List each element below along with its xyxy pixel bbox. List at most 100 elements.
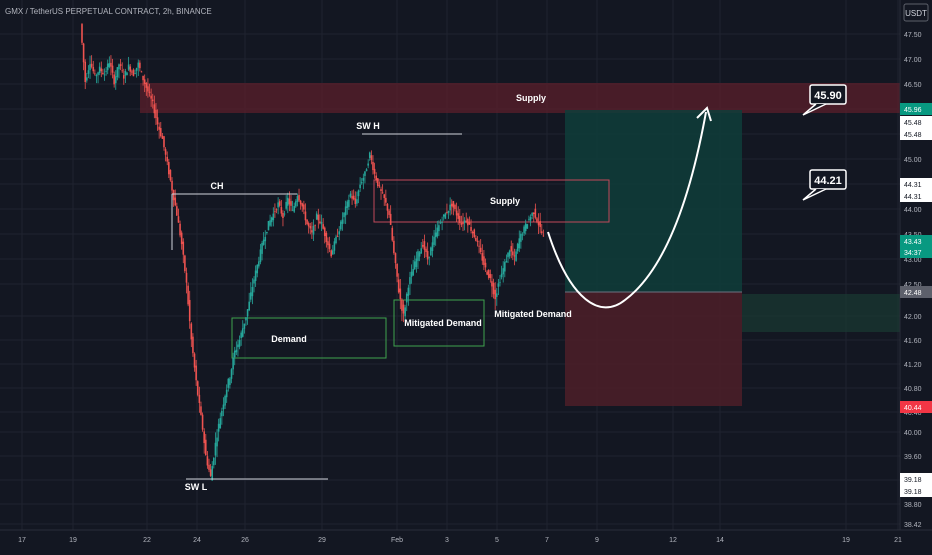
demand-zone bbox=[231, 317, 387, 359]
price-tick-label: 47.50 bbox=[904, 32, 922, 39]
price-tag-box bbox=[900, 103, 932, 115]
time-tick-label: 29 bbox=[318, 537, 326, 544]
price-tag-box bbox=[900, 286, 932, 298]
candle-body bbox=[385, 197, 387, 203]
candle-body bbox=[254, 270, 257, 281]
candle-body bbox=[89, 64, 91, 71]
candle-body bbox=[166, 156, 169, 162]
candle-body bbox=[335, 236, 337, 244]
candle-body bbox=[422, 245, 424, 247]
candle-body bbox=[143, 79, 146, 84]
projection-curve bbox=[547, 111, 707, 309]
candle-body bbox=[232, 357, 234, 370]
candle-body bbox=[296, 195, 299, 202]
candle-body bbox=[434, 232, 437, 238]
candle-body bbox=[483, 256, 485, 266]
candle-body bbox=[500, 273, 503, 278]
candle-body bbox=[95, 75, 98, 77]
ch-label: CH bbox=[211, 181, 224, 191]
candle-body bbox=[151, 99, 154, 102]
price-tick-label: 40.80 bbox=[904, 386, 922, 393]
candle-body bbox=[364, 171, 366, 176]
candle-body bbox=[209, 469, 212, 476]
candle-body bbox=[110, 62, 112, 67]
candle-body bbox=[275, 209, 278, 211]
price-tick-label: 39.60 bbox=[904, 454, 922, 461]
candle-body bbox=[468, 221, 471, 225]
candle-body bbox=[132, 69, 135, 77]
candle-body bbox=[352, 195, 355, 200]
candle-body bbox=[372, 161, 374, 171]
candle-body bbox=[412, 268, 414, 276]
price-tick-label: 38.80 bbox=[904, 502, 922, 509]
candle-body bbox=[510, 246, 513, 252]
time-tick-label: 14 bbox=[716, 537, 724, 544]
candle-body bbox=[436, 227, 439, 237]
time-tick-label: 3 bbox=[445, 537, 449, 544]
candle-body bbox=[177, 216, 180, 223]
candle-body bbox=[486, 271, 488, 275]
candle-body bbox=[158, 126, 160, 130]
candlestick-series bbox=[81, 23, 545, 481]
price-tag-box bbox=[900, 485, 932, 497]
candle-body bbox=[537, 221, 540, 226]
price-tag-value: 44.31 bbox=[904, 194, 922, 201]
candle-body bbox=[100, 68, 103, 72]
price-tag-box bbox=[900, 128, 932, 140]
candle-body bbox=[230, 369, 233, 379]
candle-body bbox=[98, 66, 101, 74]
candle-body bbox=[365, 169, 368, 172]
candle-body bbox=[159, 128, 162, 137]
candle-body bbox=[272, 213, 275, 221]
candle-body bbox=[336, 236, 339, 237]
candle-body bbox=[413, 261, 416, 270]
candle-body bbox=[457, 213, 459, 219]
candle-body bbox=[94, 73, 96, 75]
time-tick-label: 21 bbox=[894, 537, 902, 544]
price-tick-label: 41.60 bbox=[904, 338, 922, 345]
candle-body bbox=[418, 252, 421, 257]
time-tick-label: 19 bbox=[842, 537, 850, 544]
candle-body bbox=[274, 211, 276, 213]
candle-body bbox=[264, 236, 267, 242]
candle-body bbox=[137, 62, 140, 68]
candle-body bbox=[497, 283, 500, 287]
candle-body bbox=[116, 67, 119, 78]
candle-body bbox=[139, 62, 141, 69]
candle-body bbox=[512, 251, 514, 256]
candle-body bbox=[354, 198, 357, 204]
candle-body bbox=[108, 63, 111, 68]
candle-body bbox=[328, 243, 331, 249]
candle-body bbox=[309, 226, 312, 229]
candle-body bbox=[458, 215, 461, 224]
candle-body bbox=[238, 340, 241, 347]
time-tick-label: 17 bbox=[18, 537, 26, 544]
candle-body bbox=[349, 193, 352, 197]
candle-body bbox=[266, 231, 268, 234]
currency-badge[interactable]: USDT bbox=[903, 3, 929, 22]
candle-body bbox=[495, 293, 498, 297]
candle-body bbox=[393, 240, 395, 254]
demand-label: Demand bbox=[271, 334, 307, 344]
callout-45-90-label: 45.90 bbox=[814, 90, 842, 102]
callout-44-21: 44.21 bbox=[802, 169, 847, 201]
candle-body bbox=[124, 70, 127, 76]
candle-body bbox=[129, 66, 132, 72]
candle-body bbox=[193, 353, 196, 368]
candle-body bbox=[415, 258, 418, 267]
grid-lines bbox=[0, 0, 900, 530]
candle-body bbox=[338, 231, 341, 235]
candle-body bbox=[351, 196, 353, 199]
time-tick-label: 26 bbox=[241, 537, 249, 544]
candle-body bbox=[299, 200, 302, 205]
candle-body bbox=[540, 231, 543, 234]
candle-body bbox=[246, 309, 249, 317]
price-tag-value: 45.48 bbox=[904, 132, 922, 139]
time-tick-label: Feb bbox=[391, 537, 403, 544]
price-tag-box bbox=[900, 116, 932, 128]
price-axis-area[interactable] bbox=[900, 0, 932, 550]
candle-body bbox=[259, 249, 262, 262]
candle-body bbox=[542, 235, 545, 237]
